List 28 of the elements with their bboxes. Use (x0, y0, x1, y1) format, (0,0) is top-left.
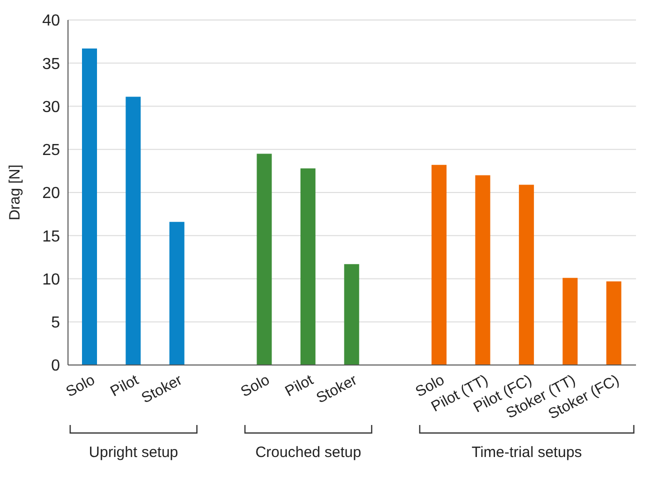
bar (256, 154, 272, 365)
bar (475, 175, 490, 365)
y-tick-label: 30 (42, 98, 60, 116)
x-tick-label: Solo (63, 372, 98, 401)
y-tick-label: 15 (42, 228, 60, 246)
y-tick-label: 40 (42, 12, 60, 30)
y-tick-label: 20 (42, 185, 60, 202)
y-tick-label: 10 (42, 271, 60, 288)
x-tick-label: Pilot (282, 371, 317, 400)
bar (518, 184, 534, 365)
bar (169, 222, 184, 365)
y-tick-label: 25 (42, 142, 60, 160)
y-axis-title: Drag [N] (6, 164, 24, 220)
bar (562, 278, 578, 365)
y-tick-label: 0 (51, 358, 60, 375)
y-tick-label: 5 (51, 314, 60, 332)
bar (126, 96, 141, 365)
x-tick-label: Solo (238, 372, 272, 401)
x-tick-label: Pilot (108, 371, 142, 400)
bar (344, 264, 360, 365)
bar (82, 48, 97, 365)
bar (606, 281, 622, 365)
bar (300, 168, 316, 365)
text: Upright setup (88, 444, 178, 461)
text: Time-trial setups (472, 444, 582, 461)
y-tick-label: 35 (42, 56, 60, 73)
text: Crouched setup (255, 444, 362, 461)
bar (432, 164, 447, 365)
